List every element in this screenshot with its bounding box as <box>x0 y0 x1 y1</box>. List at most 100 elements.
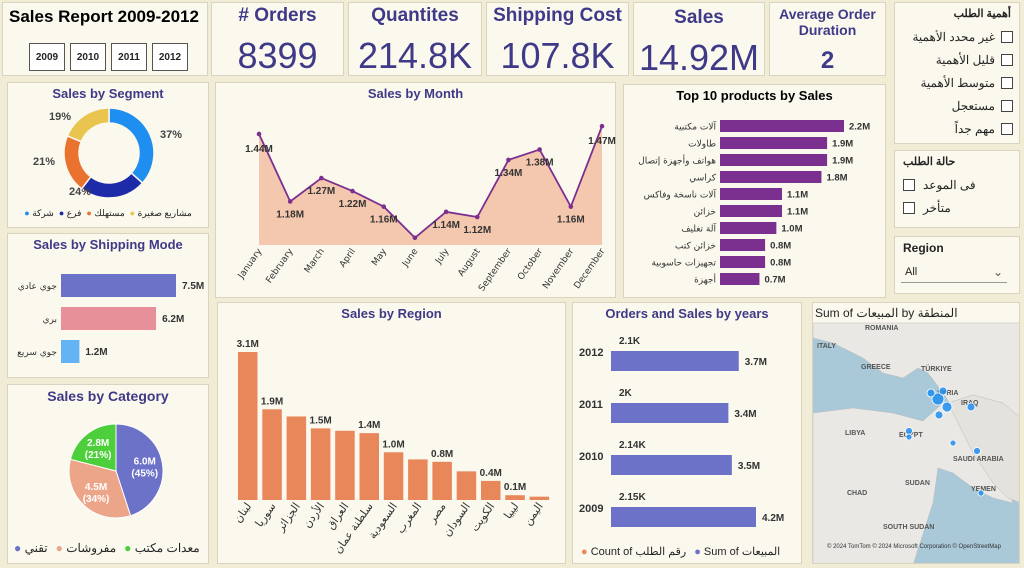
data-label: (21%) <box>85 450 112 461</box>
checkbox[interactable] <box>903 202 915 214</box>
checkbox[interactable] <box>1001 100 1013 112</box>
checkbox[interactable] <box>1001 31 1013 43</box>
checkbox[interactable] <box>1001 123 1013 135</box>
place-label: SOUTH SUDAN <box>883 524 934 531</box>
legend-item: ● Count of رقم الطلب <box>581 546 687 558</box>
bar <box>456 471 477 500</box>
year-2010-button[interactable]: 2010 <box>70 43 106 71</box>
data-label: 1.2M <box>85 347 107 358</box>
donut-label: 37% <box>160 129 182 141</box>
year-2009-button[interactable]: 2009 <box>29 43 65 71</box>
y-tick-label: 2012 <box>579 347 603 359</box>
map-bubble <box>966 402 976 412</box>
legend-item: ● مشاريع صغيرة <box>129 208 192 218</box>
legend-item: ● تقني <box>14 541 48 555</box>
region-dropdown[interactable]: All ⌄ <box>901 261 1007 283</box>
legend-item: ● مفروشات <box>55 541 117 555</box>
kpi-duration: Average Order Duration 2 <box>769 2 886 76</box>
pie-slice <box>115 423 164 517</box>
kpi-orders: # Orders 8399 <box>211 2 344 76</box>
data-point <box>350 188 355 194</box>
x-tick-label: October <box>516 247 545 282</box>
priority-option[interactable]: متوسط الأهمية <box>920 76 1013 90</box>
y-tick-label: كراسي <box>689 174 717 184</box>
bar <box>720 137 828 149</box>
y-tick-label: هواتف وأجهزة إتصال <box>638 155 716 167</box>
map-canvas[interactable]: ROMANIAITALYGREECETÜRKIYESYRIAIRAQLIBYAE… <box>813 303 1020 564</box>
data-label: 1.44M <box>245 144 273 155</box>
data-point <box>568 204 574 209</box>
data-point <box>474 214 480 220</box>
category-pie-chart: 6.0M(45%) 4.5M(34%) 2.8M(21%) <box>68 423 164 519</box>
y-tick-label: خزائن <box>694 208 716 218</box>
status-option[interactable]: متأخر <box>903 201 951 215</box>
donut-label: 21% <box>33 156 55 168</box>
y-tick-label: 2011 <box>579 399 603 411</box>
segment-chart-panel: Sales by Segment 37% 24% 21% 19% ● شركة ● ف… <box>7 82 209 228</box>
data-label: 1.0M <box>781 224 802 235</box>
checkbox[interactable] <box>903 179 915 191</box>
x-tick-label: August <box>456 247 483 279</box>
kpi-duration-value: 2 <box>820 47 835 74</box>
bar <box>720 239 766 251</box>
map-bubble <box>977 489 985 497</box>
x-tick-label: April <box>338 247 358 270</box>
map-bubble <box>938 386 948 396</box>
kpi-sales-value: 14.92M <box>638 37 760 78</box>
map-bubble <box>931 392 945 406</box>
priority-slicer: أهمية الطلب غير محدد الأهمية قليل الأهمي… <box>894 2 1020 144</box>
place-label: SYRIA <box>937 390 958 397</box>
bar <box>335 430 355 500</box>
year-2011-button[interactable]: 2011 <box>111 43 147 71</box>
data-label: 1.12M <box>463 225 491 236</box>
segment-legend: ● شركة ● فرع ● مستهلك ● مشاريع صغيرة <box>8 208 208 219</box>
data-label: 7.5M <box>182 281 204 292</box>
data-label: 2.1K <box>619 336 641 347</box>
priority-option[interactable]: مهم جداً <box>955 122 1013 136</box>
region-chart-panel: Sales by Region 3.1M لبنان 1.9M سوريا الجزائ… <box>217 302 566 564</box>
x-tick-label: June <box>400 247 420 270</box>
bar <box>359 433 379 500</box>
legend-item: ● معدات مكتب <box>124 541 200 555</box>
y-tick-label: أجهزة <box>694 274 716 286</box>
donut-slice <box>108 107 155 185</box>
data-label: 4.5M <box>85 482 107 493</box>
bar <box>720 205 782 217</box>
chevron-down-icon: ⌄ <box>992 264 1003 279</box>
priority-option[interactable]: مستعجل <box>952 99 1013 113</box>
status-slicer-title: حالة الطلب <box>903 156 956 168</box>
x-tick-label: الكويت <box>468 500 497 534</box>
bar <box>408 459 428 500</box>
years-chart-title: Orders and Sales by years <box>605 306 769 321</box>
data-label: 1.34M <box>495 168 523 179</box>
place-label: SAUDI ARABIA <box>953 456 1004 463</box>
donut-slice <box>66 107 110 143</box>
checkbox[interactable] <box>1001 54 1013 66</box>
sales-line <box>258 125 603 240</box>
segment-chart-title: Sales by Segment <box>52 86 164 101</box>
y-tick-label: 2009 <box>579 503 603 515</box>
data-point <box>412 235 418 241</box>
data-label: 3.4M <box>734 409 756 420</box>
year-2012-button[interactable]: 2012 <box>152 43 188 71</box>
priority-option[interactable]: قليل الأهمية <box>936 53 1013 67</box>
bar <box>720 154 828 166</box>
years-chart-panel: Orders and Sales by years 2012 2.1K 3.7M 20… <box>572 302 802 564</box>
bar <box>310 428 331 500</box>
data-label: 1.4M <box>358 420 380 431</box>
place-label: TÜRKIYE <box>921 364 952 373</box>
y-tick-label: طاولات <box>688 140 716 150</box>
land-africa <box>813 402 1014 563</box>
kpi-shipping-value: 107.8K <box>500 35 615 76</box>
donut-label: 24% <box>69 186 91 198</box>
bar <box>720 171 822 183</box>
data-point <box>319 175 324 181</box>
data-label: 2.2M <box>849 122 870 133</box>
x-tick-label: اليمن <box>521 500 546 528</box>
status-option[interactable]: فى الموعد <box>903 178 976 192</box>
checkbox[interactable] <box>1001 77 1013 89</box>
data-label: 1.5M <box>310 415 332 426</box>
priority-option[interactable]: غير محدد الأهمية <box>899 30 1013 44</box>
bar <box>481 480 501 500</box>
map-panel[interactable]: Sum of المبيعات by المنطقة ROMANIA ITALY G… <box>812 302 1020 564</box>
